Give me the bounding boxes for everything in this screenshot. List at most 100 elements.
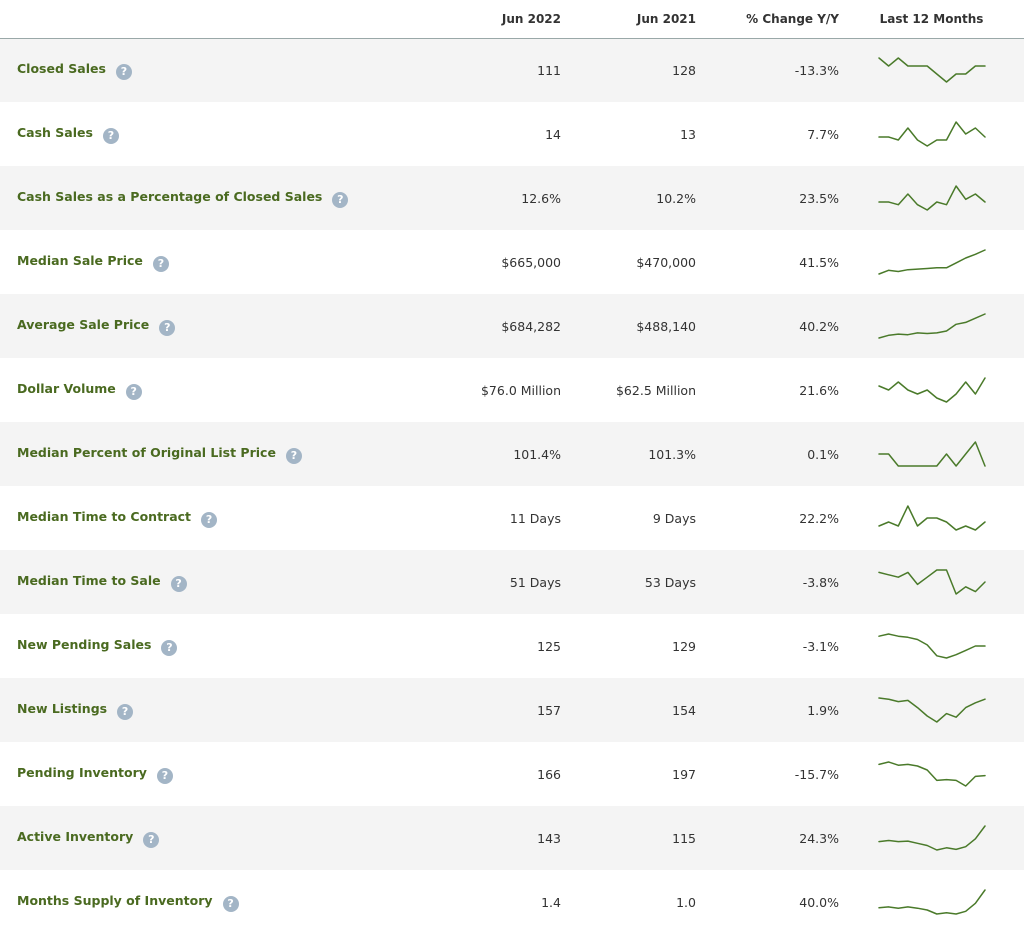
jun-2021-value: $470,000 — [636, 254, 696, 270]
question-mark-icon[interactable]: ? — [117, 703, 134, 720]
jun-2022-value: $684,282 — [501, 318, 561, 334]
last-12-months-column-header: Last 12 Months — [839, 0, 1024, 39]
sparkline-cell — [839, 550, 1024, 614]
percent-change-value: -15.7% — [794, 766, 839, 782]
sparkline-line — [877, 249, 986, 275]
metric-name: Median Percent of Original List Price — [17, 444, 276, 460]
sparkline-line — [877, 505, 986, 531]
question-mark-icon[interactable]: ? — [332, 191, 349, 208]
table-body: Closed Sales? 111 128 -13.3% Cash Sales?… — [0, 38, 1024, 934]
jun-2021-column-header[interactable]: Jun 2021 — [561, 0, 696, 39]
jun-2021-value: 10.2% — [656, 190, 696, 206]
metric-name: Cash Sales as a Percentage of Closed Sal… — [17, 188, 323, 204]
sparkline-line — [877, 313, 986, 339]
sparkline-line — [877, 889, 986, 915]
metric-name: Median Sale Price — [17, 252, 143, 268]
jun-2022-column-header[interactable]: Jun 2022 — [420, 0, 561, 39]
question-mark-icon[interactable]: ? — [156, 767, 173, 784]
jun-2021-value: 9 Days — [652, 510, 696, 526]
jun-2022-value: $76.0 Million — [480, 382, 561, 398]
table-row: Median Time to Contract? 11 Days 9 Days … — [0, 486, 1024, 550]
sparkline-line — [877, 57, 986, 83]
metric-cell: Active Inventory? — [0, 806, 420, 870]
sparkline-chart — [877, 185, 986, 211]
jun-2021-value: $62.5 Million — [615, 382, 696, 398]
sparkline-line — [877, 441, 986, 467]
percent-change-value: 41.5% — [799, 254, 839, 270]
metric-cell: Median Time to Sale? — [0, 550, 420, 614]
sparkline-chart — [877, 697, 986, 723]
metric-name: Cash Sales — [17, 124, 93, 140]
metric-cell: New Pending Sales? — [0, 614, 420, 678]
table-row: Median Percent of Original List Price? 1… — [0, 422, 1024, 486]
jun-2022-value: 101.4% — [513, 446, 561, 462]
sparkline-cell — [839, 742, 1024, 806]
jun-2021-value: 197 — [672, 766, 696, 782]
sparkline-chart — [877, 57, 986, 83]
question-mark-icon[interactable]: ? — [285, 447, 302, 464]
jun-2021-value: 129 — [672, 638, 696, 654]
table-row: Median Time to Sale? 51 Days 53 Days -3.… — [0, 550, 1024, 614]
metric-name: Dollar Volume — [17, 380, 116, 396]
metric-name: Median Time to Sale — [17, 572, 161, 588]
metric-cell: Median Sale Price? — [0, 230, 420, 294]
jun-2022-value: 166 — [537, 766, 561, 782]
sparkline-cell — [839, 614, 1024, 678]
jun-2022-value: 1.4 — [541, 894, 561, 910]
percent-change-value: -3.1% — [802, 638, 839, 654]
jun-2022-value: 125 — [537, 638, 561, 654]
question-mark-icon[interactable]: ? — [222, 895, 239, 912]
sparkline-chart — [877, 121, 986, 147]
sparkline-cell — [839, 358, 1024, 422]
metric-name: New Pending Sales — [17, 636, 152, 652]
sparkline-cell — [839, 870, 1024, 934]
question-mark-icon[interactable]: ? — [102, 127, 119, 144]
question-mark-icon[interactable]: ? — [201, 511, 218, 528]
sparkline-cell — [839, 486, 1024, 550]
sparkline-line — [877, 377, 986, 403]
metric-name: Pending Inventory — [17, 764, 147, 780]
table-row: Months Supply of Inventory? 1.4 1.0 40.0… — [0, 870, 1024, 934]
sparkline-cell — [839, 166, 1024, 230]
table-row: Median Sale Price? $665,000 $470,000 41.… — [0, 230, 1024, 294]
metric-cell: New Listings? — [0, 678, 420, 742]
percent-change-column-header[interactable]: % Change Y/Y — [696, 0, 839, 39]
percent-change-value: 24.3% — [799, 830, 839, 846]
sparkline-cell — [839, 102, 1024, 166]
jun-2021-value: 1.0 — [676, 894, 696, 910]
jun-2022-value: 14 — [545, 126, 561, 142]
percent-change-value: 40.2% — [799, 318, 839, 334]
metric-cell: Cash Sales as a Percentage of Closed Sal… — [0, 166, 420, 230]
sparkline-cell — [839, 422, 1024, 486]
question-mark-icon[interactable]: ? — [170, 575, 187, 592]
percent-change-value: 40.0% — [799, 894, 839, 910]
percent-change-value: 21.6% — [799, 382, 839, 398]
metric-cell: Cash Sales? — [0, 102, 420, 166]
sparkline-line — [877, 185, 986, 211]
sparkline-cell — [839, 230, 1024, 294]
sparkline-chart — [877, 441, 986, 467]
jun-2022-value: 11 Days — [509, 510, 561, 526]
metric-name: Average Sale Price — [17, 316, 150, 332]
question-mark-icon[interactable]: ? — [143, 831, 160, 848]
question-mark-icon[interactable]: ? — [161, 639, 178, 656]
question-mark-icon[interactable]: ? — [159, 319, 176, 336]
question-mark-icon[interactable]: ? — [125, 383, 142, 400]
jun-2022-value: 143 — [537, 830, 561, 846]
sparkline-chart — [877, 889, 986, 915]
jun-2022-value: 51 Days — [509, 574, 561, 590]
jun-2021-value: 53 Days — [644, 574, 696, 590]
sparkline-line — [877, 569, 986, 595]
table-row: Dollar Volume? $76.0 Million $62.5 Milli… — [0, 358, 1024, 422]
percent-change-value: 23.5% — [799, 190, 839, 206]
sparkline-chart — [877, 313, 986, 339]
metric-name: New Listings — [17, 700, 108, 716]
sparkline-chart — [877, 825, 986, 851]
table-row: New Pending Sales? 125 129 -3.1% — [0, 614, 1024, 678]
question-mark-icon[interactable]: ? — [152, 255, 169, 272]
question-mark-icon[interactable]: ? — [115, 63, 132, 80]
table-row: Pending Inventory? 166 197 -15.7% — [0, 742, 1024, 806]
table-row: Cash Sales? 14 13 7.7% — [0, 102, 1024, 166]
jun-2021-value: 154 — [672, 702, 696, 718]
